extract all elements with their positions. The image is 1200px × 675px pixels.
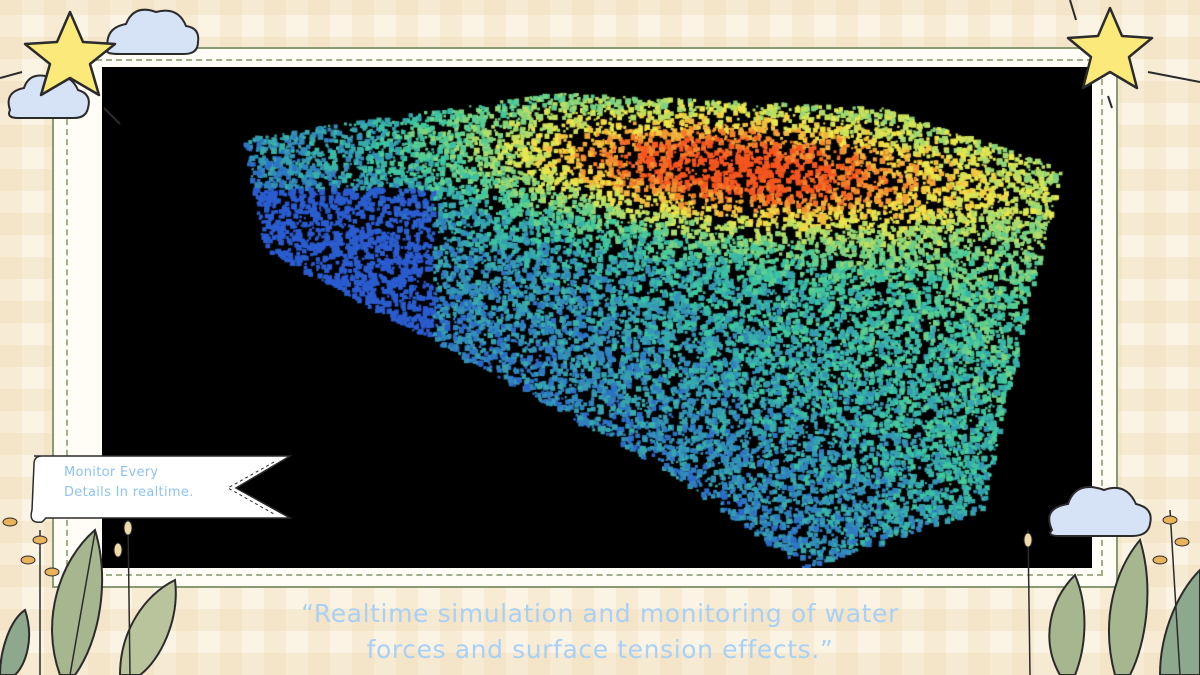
caption-line-1: “Realtime simulation and monitoring of w…: [301, 599, 899, 628]
ribbon-banner: [30, 455, 293, 523]
water-particle-simulation: [102, 67, 1092, 568]
caption-quote: “Realtime simulation and monitoring of w…: [200, 596, 1000, 668]
cloud-icon: [1048, 486, 1152, 537]
star-icon: [23, 10, 117, 97]
banner-line-1: Monitor Every: [64, 465, 159, 480]
banner-line-2: Details In realtime.: [64, 485, 194, 500]
cloud-icon: [7, 74, 90, 119]
bottom-right-decoration: [1023, 486, 1200, 675]
top-right-decoration: [1066, 0, 1200, 109]
ribbon-banner-text: Monitor Every Details In realtime.: [64, 463, 234, 503]
cloud-icon: [106, 8, 200, 55]
leaf-branch-icon: [0, 517, 177, 675]
bottom-left-foliage: [0, 517, 177, 675]
star-icon: [1066, 6, 1154, 90]
caption-line-2: forces and surface tension effects.”: [366, 635, 834, 664]
photo-frame-dashed-border: [66, 59, 1103, 576]
simulation-viewport: [102, 67, 1092, 568]
leaf-branch-icon: [1023, 509, 1200, 675]
top-left-decoration: [0, 8, 200, 125]
